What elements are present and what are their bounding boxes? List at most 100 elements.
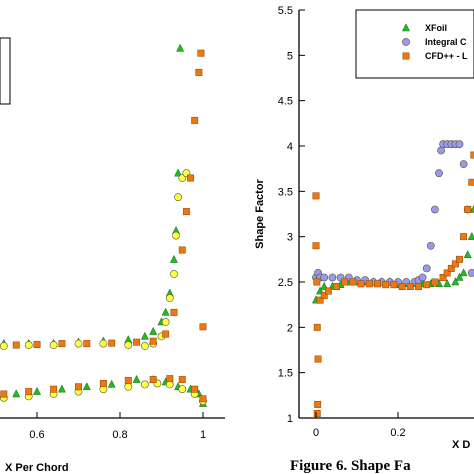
data-point — [320, 273, 329, 282]
y-tick-label: 4.5 — [278, 96, 293, 108]
data-point — [174, 193, 182, 202]
left-x-axis-title: X Per Chord — [5, 462, 69, 474]
y-tick-label: 2 — [287, 322, 293, 334]
left-legend-box — [0, 37, 11, 105]
data-point — [423, 281, 431, 289]
legend-items: XFoil Integral C CFD++ - L — [401, 23, 468, 61]
legend-marker — [402, 52, 410, 60]
data-point — [430, 205, 439, 214]
data-point — [468, 178, 474, 186]
data-point — [459, 268, 468, 277]
data-point — [174, 168, 183, 177]
data-point — [172, 231, 180, 240]
data-point — [99, 379, 107, 387]
data-point — [75, 383, 82, 391]
data-point — [170, 270, 178, 278]
data-point — [178, 246, 186, 254]
data-point — [12, 341, 20, 349]
x-tick-label: 0.2 — [390, 427, 405, 439]
data-point — [74, 339, 83, 348]
data-point — [463, 250, 472, 259]
data-point — [324, 287, 332, 295]
data-point — [124, 341, 133, 349]
data-point — [107, 379, 116, 388]
data-point — [320, 292, 328, 300]
data-point — [25, 388, 33, 396]
left-x-ticks: 0.6 0.8 1 — [29, 412, 206, 441]
data-point — [398, 283, 406, 290]
data-point — [33, 341, 41, 349]
x-tick-label: 0 — [313, 427, 319, 439]
data-point — [455, 272, 464, 281]
right-data-marks — [311, 140, 474, 417]
y-tick-label: 1 — [287, 413, 293, 425]
data-point — [333, 283, 340, 290]
data-point — [149, 376, 157, 384]
data-point — [169, 254, 178, 263]
right-y-axis-title: Shape Factor — [254, 178, 266, 248]
left-data-marks — [0, 43, 208, 407]
data-point — [443, 269, 451, 277]
data-point — [199, 395, 207, 403]
data-point — [349, 278, 357, 286]
legend-entry: CFD++ - L — [402, 51, 468, 61]
legend-label: CFD++ - L — [425, 51, 468, 61]
data-point — [161, 318, 170, 326]
data-point — [460, 233, 468, 241]
data-point — [140, 331, 149, 340]
x-tick-label: 1 — [200, 429, 206, 441]
data-point — [82, 382, 91, 391]
data-point — [382, 281, 390, 289]
data-point — [50, 385, 58, 393]
data-point — [58, 340, 66, 348]
data-point — [451, 277, 460, 286]
data-point — [313, 278, 321, 286]
data-point — [178, 385, 187, 394]
figure-caption: Figure 6. Shape Fa — [290, 458, 411, 474]
data-point — [0, 390, 8, 398]
data-point — [32, 386, 42, 395]
right-y-ticks: 1 1.5 2 2.5 3 3.5 4 4.5 5 5.5 — [278, 5, 305, 425]
data-point — [451, 260, 459, 268]
data-point — [467, 269, 474, 277]
data-point — [422, 264, 431, 273]
data-point — [132, 374, 141, 383]
data-point — [199, 323, 207, 331]
data-point — [464, 206, 472, 213]
data-point — [455, 140, 464, 149]
data-point — [24, 341, 33, 349]
data-point — [176, 43, 185, 52]
right-legend: XFoil Integral C CFD++ - L — [355, 9, 474, 79]
y-tick-label: 1.5 — [278, 368, 293, 380]
x-tick-label: 0.6 — [29, 429, 44, 441]
data-point — [12, 389, 21, 398]
data-point — [418, 273, 427, 282]
data-point — [459, 160, 468, 169]
y-tick-label: 2.5 — [278, 277, 293, 289]
data-point — [165, 294, 174, 302]
data-point — [149, 337, 157, 345]
y-tick-label: 3.5 — [278, 186, 293, 198]
data-point — [316, 296, 324, 304]
left-chart: 0.6 0.8 1 X Per Chord — [0, 37, 225, 474]
right-chart: 11.522.533.544.555.5 0 0.2 Shape Factor X… — [254, 5, 474, 451]
legend-entry: XFoil — [401, 23, 447, 33]
legend-marker — [401, 23, 411, 32]
data-point — [83, 340, 91, 348]
y-tick-label: 3 — [287, 232, 293, 244]
data-point — [166, 375, 174, 383]
data-point — [312, 242, 320, 250]
legend-label: Integral C — [425, 37, 467, 47]
data-point — [124, 382, 133, 391]
data-point — [124, 377, 132, 385]
legend-label: XFoil — [425, 23, 447, 33]
data-point — [312, 192, 320, 200]
data-point — [415, 283, 422, 290]
data-point — [49, 341, 58, 349]
data-point — [470, 151, 474, 159]
legend-marker — [402, 38, 410, 46]
data-point — [374, 280, 381, 288]
data-point — [170, 308, 178, 316]
data-point — [197, 49, 205, 57]
data-point — [426, 241, 435, 250]
